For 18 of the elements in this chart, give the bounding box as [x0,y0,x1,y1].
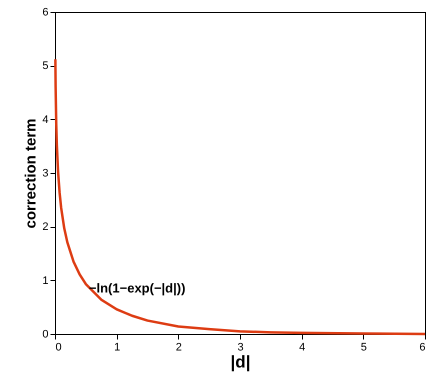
x-axis-title: |d| [230,352,250,372]
y-tick-label: 4 [42,114,48,126]
y-tick-label: 3 [42,168,48,180]
y-tick-label: 5 [42,60,48,72]
x-tick-label: 0 [56,342,62,354]
x-tick-label: 1 [114,342,120,354]
y-tick-label: 0 [42,328,48,340]
y-tick-label: 6 [42,6,48,18]
annotation: −ln(1−exp(−|d|)) [88,280,186,296]
x-tick-label: 5 [360,342,367,354]
x-tick-label: 4 [299,342,306,354]
y-tick-label: 1 [42,274,48,287]
y-tick-label: 2 [42,221,48,234]
x-tick-label: 2 [176,342,182,354]
x-tick-label: 6 [419,342,426,354]
x-tick-label: 3 [237,342,244,354]
y-axis-title: correction term [22,118,40,229]
line-series [54,58,426,336]
